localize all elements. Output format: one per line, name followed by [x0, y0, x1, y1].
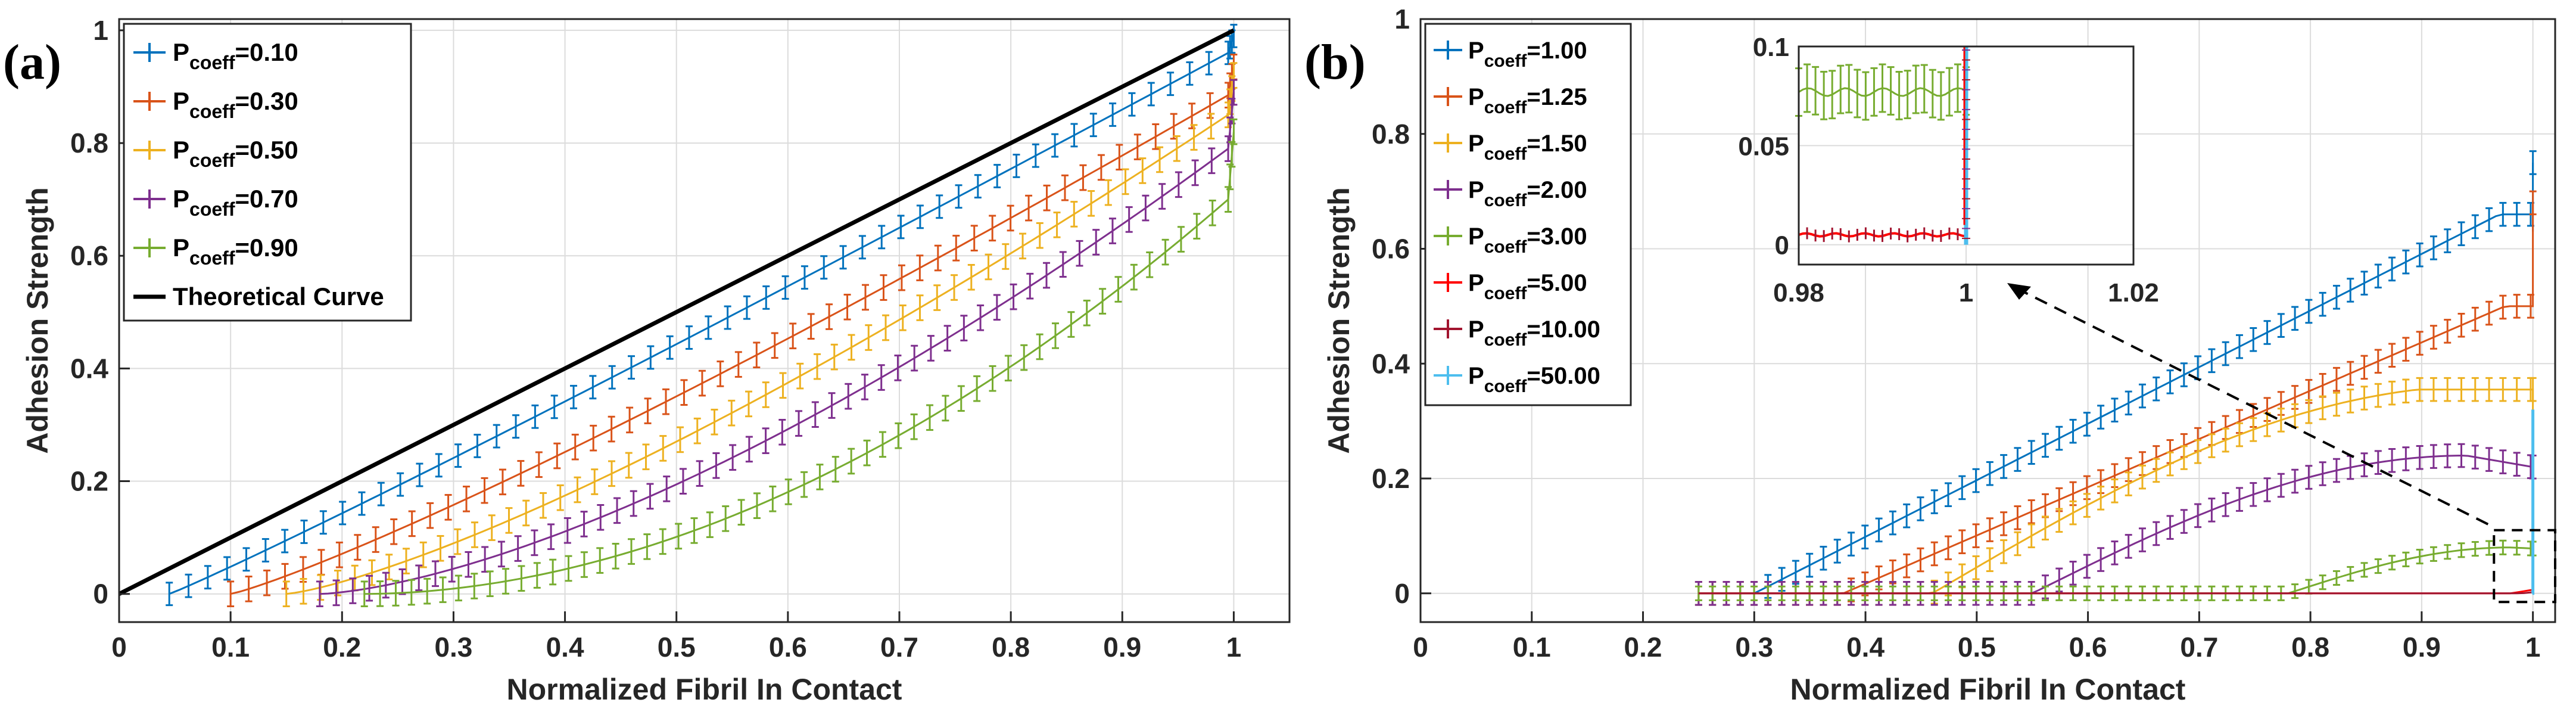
legend-label-main: P — [1468, 177, 1484, 203]
x-tick-label: 0.2 — [323, 632, 361, 663]
inset-x-tick-label: 0.98 — [1773, 278, 1824, 307]
legend-label-value: =2.00 — [1527, 177, 1587, 203]
legend-label-main: P — [1468, 363, 1484, 389]
x-tick-label: 0.8 — [992, 632, 1030, 663]
x-tick-label: 0.2 — [1624, 632, 1662, 663]
x-tick-label: 0 — [1413, 632, 1428, 663]
legend-label-sub: coeff — [1484, 98, 1528, 117]
inset-x-tick-label: 1.02 — [2108, 278, 2159, 307]
x-tick-label: 0.7 — [880, 632, 918, 663]
legend-label-sub: coeff — [189, 52, 235, 73]
figure: 0 0.1 0.2 0.3 0.4 0.5 0.6 0.7 0.8 0.9 1 0 0.2 0.4 0.6 0… — [0, 0, 2576, 721]
x-tick-label: 0.9 — [1103, 632, 1141, 663]
x-tick-label: 0.3 — [1735, 632, 1773, 663]
panel-a-x-axis-label: Normalized Fibril In Contact — [507, 673, 902, 706]
x-tick-label: 0.8 — [2291, 632, 2329, 663]
y-tick-label: 0.2 — [70, 466, 108, 497]
inset-x-tick-label: 1 — [1959, 278, 1973, 307]
x-tick-label: 0.7 — [2180, 632, 2218, 663]
panel-a-y-axis-label: Adhesion Strength — [21, 187, 54, 453]
legend-label-value: =1.00 — [1527, 38, 1587, 64]
legend-label-sub: coeff — [1484, 377, 1528, 396]
y-tick-label: 0.8 — [70, 128, 108, 159]
x-tick-label: 1 — [1226, 632, 1242, 663]
legend-label-main: P — [1468, 316, 1484, 343]
y-tick-label: 0.4 — [1372, 348, 1410, 379]
legend-label-main: P — [1468, 130, 1484, 157]
legend-label-sub: coeff — [189, 150, 235, 171]
legend-label-main: P — [1468, 38, 1484, 64]
legend-label-value: =5.00 — [1527, 270, 1587, 296]
x-tick-label: 0.4 — [1846, 632, 1885, 663]
x-tick-label: 0.1 — [1513, 632, 1551, 663]
y-tick-label: 0.6 — [70, 240, 108, 271]
legend-label-sub: coeff — [1484, 284, 1528, 303]
x-tick-label: 0.5 — [658, 632, 696, 663]
legend-label: Theoretical Curve — [173, 282, 384, 310]
x-tick-label: 0.1 — [211, 632, 250, 663]
x-tick-label: 0.6 — [2069, 632, 2107, 663]
x-tick-label: 1 — [2525, 632, 2541, 663]
inset-y-tick-label: 0 — [1775, 231, 1789, 260]
x-tick-label: 0.5 — [1958, 632, 1996, 663]
legend-label-value: =10.00 — [1527, 316, 1600, 343]
legend-label-sub: coeff — [1484, 237, 1528, 257]
inset-y-tick-label: 0.05 — [1738, 132, 1789, 161]
y-tick-label: 0.2 — [1372, 463, 1410, 494]
legend-label-sub: coeff — [1484, 191, 1528, 210]
legend-label-main: P — [1468, 223, 1484, 250]
y-tick-label: 1 — [1394, 4, 1410, 35]
x-tick-label: 0.4 — [546, 632, 584, 663]
y-tick-label: 0 — [93, 579, 108, 610]
y-tick-label: 0.8 — [1372, 119, 1410, 150]
panel-a-label: (a) — [3, 35, 61, 90]
legend-label-main: P — [173, 87, 189, 115]
legend-label-main: P — [173, 234, 189, 262]
legend-label-main: P — [173, 38, 189, 66]
legend-label-sub: coeff — [1484, 51, 1528, 71]
legend-label-value: =3.00 — [1527, 223, 1587, 250]
x-tick-label: 0.9 — [2403, 632, 2441, 663]
legend-box — [124, 24, 411, 321]
panel-a-legend: Pcoeff=0.10Pcoeff=0.30Pcoeff=0.50Pcoeff=… — [124, 24, 411, 321]
legend-label-value: =0.10 — [235, 38, 298, 66]
legend-label-value: =0.30 — [235, 87, 298, 115]
x-tick-label: 0 — [111, 632, 127, 663]
legend-label-sub: coeff — [189, 101, 235, 122]
y-tick-label: 0.4 — [70, 353, 108, 384]
legend-label-main: P — [173, 185, 189, 213]
legend-label-value: =1.50 — [1527, 130, 1587, 157]
legend-label-value: =50.00 — [1527, 363, 1600, 389]
y-tick-label: 0 — [1394, 578, 1410, 609]
legend-label-sub: coeff — [189, 198, 235, 220]
legend-label-sub: coeff — [189, 247, 235, 269]
panel-b-x-axis-label: Normalized Fibril In Contact — [1790, 673, 2186, 706]
y-tick-label: 0.6 — [1372, 234, 1410, 265]
y-tick-label: 1 — [93, 15, 108, 46]
legend-label-main: P — [1468, 270, 1484, 296]
legend-label-value: =0.50 — [235, 136, 298, 164]
legend-label-value: =1.25 — [1527, 84, 1587, 110]
panel-b-label: (b) — [1304, 35, 1366, 90]
legend-label-sub: coeff — [1484, 144, 1528, 164]
legend-label-value: =0.70 — [235, 185, 298, 213]
legend-label-sub: coeff — [1484, 330, 1528, 350]
legend-label-main: P — [1468, 84, 1484, 110]
x-tick-label: 0.3 — [434, 632, 472, 663]
inset-y-tick-label: 0.1 — [1753, 33, 1789, 62]
legend-box — [1425, 24, 1631, 405]
legend-label-main: P — [173, 136, 189, 164]
x-tick-label: 0.6 — [769, 632, 807, 663]
panel-b-y-axis-label: Adhesion Strength — [1322, 187, 1356, 453]
legend-label-value: =0.90 — [235, 234, 298, 262]
legend-label-main: Theoretical Curve — [173, 282, 384, 310]
panel-b-legend: Pcoeff=1.00Pcoeff=1.25Pcoeff=1.50Pcoeff=… — [1425, 24, 1631, 405]
